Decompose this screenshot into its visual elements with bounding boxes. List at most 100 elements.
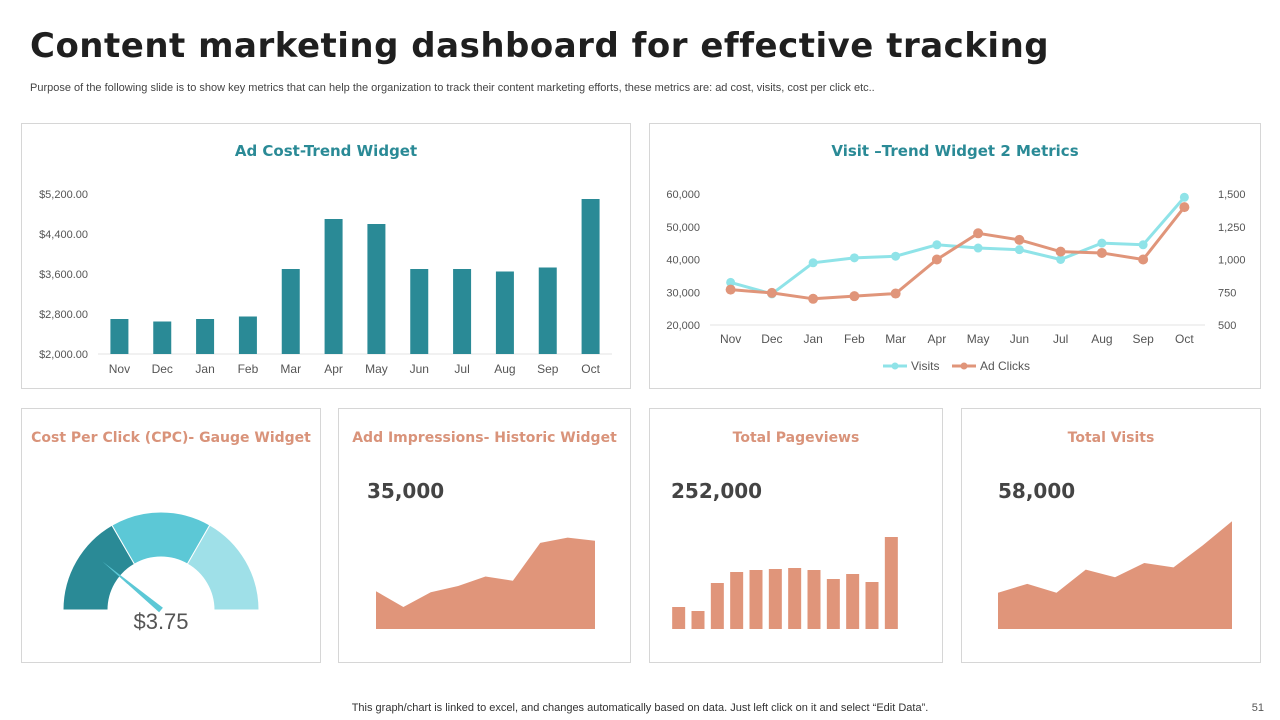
data-point — [1014, 245, 1024, 255]
visit-trend-chart[interactable]: 60,000 50,000 40,000 30,000 20,000 1,500 1,250… — [650, 124, 1260, 388]
data-point — [766, 287, 777, 298]
y-tick-label-right: 750 — [1218, 287, 1236, 299]
legend-marker — [960, 362, 968, 370]
bar — [749, 570, 763, 629]
x-tick-label: Jan — [803, 332, 822, 346]
impressions-panel: Add Impressions- Historic Widget 35,000 — [338, 408, 631, 663]
data-point — [973, 243, 983, 253]
impressions-value: 35,000 — [367, 479, 445, 503]
data-point — [932, 240, 942, 250]
x-tick-label: Apr — [928, 332, 947, 346]
data-point — [931, 254, 942, 265]
bar — [691, 611, 705, 629]
visits-area-chart[interactable] — [962, 409, 1260, 662]
bar — [730, 572, 744, 629]
bar — [453, 269, 472, 354]
x-tick-label: Feb — [844, 332, 865, 346]
bar — [768, 569, 782, 629]
cpc-title: Cost Per Click (CPC)- Gauge Widget — [31, 430, 311, 446]
y-tick-label-left: 20,000 — [666, 320, 700, 332]
ad-cost-panel: Ad Cost-Trend Widget $5,200.00 $4,400.00 $… — [21, 123, 631, 389]
bar — [672, 607, 686, 629]
x-tick-label: May — [365, 362, 388, 376]
y-tick-label-right: 1,000 — [1218, 255, 1246, 267]
area-fill — [998, 521, 1232, 629]
data-point — [1056, 255, 1066, 264]
y-tick-label: $5,200.00 — [39, 189, 88, 201]
x-tick-label: Aug — [1091, 332, 1112, 346]
y-tick-label-left: 40,000 — [666, 255, 700, 267]
bar — [410, 269, 429, 354]
bar — [538, 267, 557, 354]
data-point — [1138, 240, 1148, 250]
data-point — [891, 251, 901, 261]
x-tick-label: Nov — [720, 332, 741, 346]
pageviews-panel: Total Pageviews 252,000 — [649, 408, 943, 663]
pageviews-value: 252,000 — [671, 479, 763, 503]
data-point — [808, 293, 819, 304]
x-tick-label: Oct — [581, 362, 600, 376]
x-tick-label: Jun — [410, 362, 429, 376]
data-point — [973, 228, 984, 239]
x-tick-label: Aug — [494, 362, 515, 376]
data-point — [1179, 192, 1189, 202]
data-point — [726, 277, 736, 287]
y-tick-label-right: 500 — [1218, 320, 1236, 332]
bar — [153, 321, 172, 354]
x-tick-label: Dec — [761, 332, 782, 346]
legend-marker — [891, 362, 899, 370]
ad-cost-title: Ad Cost-Trend Widget — [234, 142, 418, 160]
x-tick-label: Jul — [454, 362, 469, 376]
bar — [581, 199, 600, 354]
bar — [196, 319, 215, 354]
x-tick-label: Mar — [280, 362, 301, 376]
data-point — [725, 284, 736, 295]
bar — [807, 570, 821, 629]
data-point — [890, 288, 901, 299]
y-tick-label-left: 30,000 — [666, 287, 700, 299]
cpc-gauge-chart[interactable]: $3.75 — [22, 409, 320, 662]
x-tick-label: Jul — [1053, 332, 1068, 346]
bar — [884, 537, 898, 629]
footer-note: This graph/chart is linked to excel, and… — [351, 702, 929, 714]
x-tick-label: Feb — [238, 362, 259, 376]
legend-label: Ad Clicks — [980, 359, 1030, 373]
data-point — [1097, 238, 1107, 248]
bar — [826, 579, 840, 629]
data-point — [1096, 247, 1107, 258]
x-tick-label: Dec — [152, 362, 173, 376]
bar — [710, 583, 724, 629]
bar — [865, 582, 879, 629]
area-fill — [376, 537, 595, 629]
pageviews-bar-chart[interactable] — [650, 409, 942, 662]
x-tick-label: Nov — [109, 362, 130, 376]
y-tick-label-left: 50,000 — [666, 222, 700, 234]
y-tick-label-right: 1,250 — [1218, 222, 1246, 234]
x-tick-label: Oct — [1175, 332, 1194, 346]
gauge-segment — [186, 524, 260, 611]
pageviews-title: Total Pageviews — [732, 430, 860, 446]
x-tick-label: Apr — [324, 362, 343, 376]
legend-label: Visits — [911, 359, 939, 373]
data-point — [1179, 202, 1190, 213]
data-point — [849, 253, 859, 263]
data-point — [849, 291, 860, 302]
visits-value: 58,000 — [998, 479, 1076, 503]
x-tick-label: Mar — [885, 332, 906, 346]
x-tick-label: Sep — [1132, 332, 1154, 346]
data-point — [1014, 234, 1025, 245]
y-tick-label: $3,600.00 — [39, 269, 88, 281]
impressions-area-chart[interactable] — [339, 409, 630, 662]
page-title: Content marketing dashboard for effectiv… — [30, 26, 1050, 66]
page-subtitle: Purpose of the following slide is to sho… — [30, 82, 875, 94]
page-number: 51 — [1251, 702, 1264, 714]
bar — [110, 319, 129, 354]
ad-cost-chart[interactable]: $5,200.00 $4,400.00 $3,600.00 $2,800.00 $2,0… — [22, 124, 630, 388]
visits-title: Total Visits — [1067, 430, 1155, 446]
data-point — [808, 258, 818, 268]
bar — [367, 224, 386, 354]
x-tick-label: Sep — [537, 362, 559, 376]
visits-panel: Total Visits 58,000 — [961, 408, 1261, 663]
x-tick-label: Jun — [1010, 332, 1029, 346]
bar — [846, 574, 860, 629]
